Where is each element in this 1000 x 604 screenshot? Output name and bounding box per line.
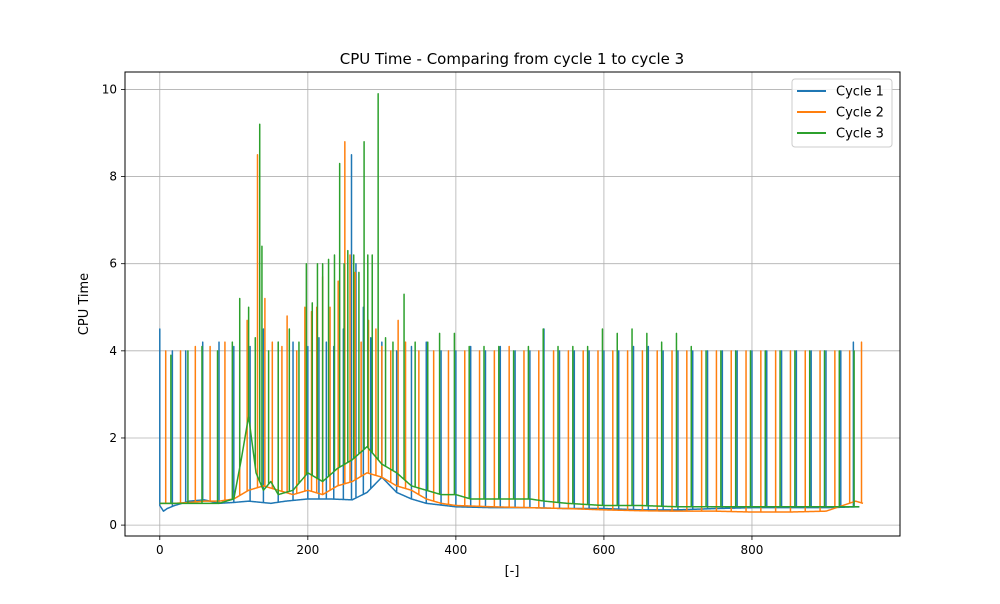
x-tick-label: 800 — [741, 543, 764, 557]
legend-label: Cycle 1 — [836, 85, 884, 100]
legend: Cycle 1 Cycle 2 Cycle 3 — [791, 78, 893, 148]
x-tick-label: 600 — [592, 543, 615, 557]
legend-box — [791, 78, 893, 148]
legend-label: Cycle 2 — [836, 106, 884, 121]
legend-label: Cycle 3 — [836, 127, 884, 142]
series-line-cycle-2 — [159, 140, 864, 513]
plot-frame — [124, 71, 901, 537]
series-line-cycle-3 — [159, 93, 860, 508]
y-axis: 0 2 4 6 8 10 — [102, 82, 125, 532]
grid — [125, 72, 900, 536]
x-axis: 0 200 400 600 800 — [156, 536, 763, 557]
y-tick-label: 2 — [109, 431, 117, 445]
chart-title: CPU Time - Comparing from cycle 1 to cyc… — [340, 50, 684, 68]
x-tick-label: 0 — [156, 543, 164, 557]
y-tick-label: 10 — [102, 82, 117, 96]
y-axis-label: CPU Time — [77, 273, 92, 335]
series-layer — [159, 93, 864, 513]
x-axis-label: [-] — [505, 564, 520, 579]
x-tick-label: 200 — [296, 543, 319, 557]
plot-area — [159, 93, 864, 513]
y-tick-label: 8 — [109, 170, 117, 184]
y-tick-label: 6 — [109, 257, 117, 271]
x-tick-label: 400 — [444, 543, 467, 557]
y-tick-label: 0 — [109, 518, 117, 532]
y-tick-label: 4 — [109, 344, 117, 358]
